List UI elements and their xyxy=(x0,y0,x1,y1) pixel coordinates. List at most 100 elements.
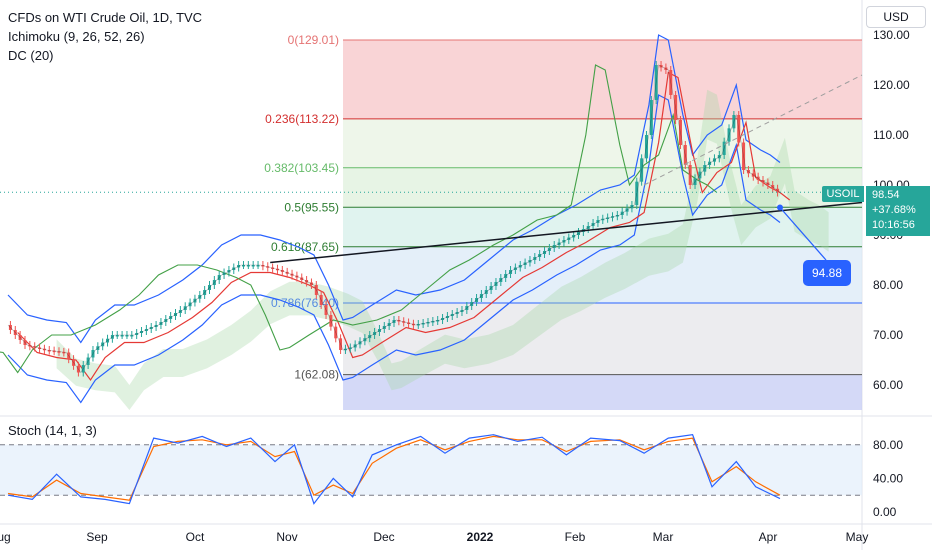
candle-body xyxy=(72,359,76,366)
candle-body xyxy=(509,270,513,274)
candle-body xyxy=(577,232,581,235)
candle-body xyxy=(329,315,333,327)
candle-body xyxy=(504,274,508,278)
ichimoku-lagging-span xyxy=(0,64,718,374)
candle-body xyxy=(538,254,542,257)
candle-body xyxy=(562,240,566,243)
fib-zone xyxy=(343,167,862,208)
stoch-k-line xyxy=(7,434,781,505)
candle-body xyxy=(57,351,61,353)
candle-body xyxy=(280,270,284,272)
fib-zone xyxy=(343,207,862,247)
candle-body xyxy=(552,245,556,248)
fib-level-label: 0.5(95.55) xyxy=(284,200,339,214)
last-price-box: 98.54 +37.68% 10:16:56 xyxy=(866,186,930,236)
legend-donchian[interactable]: DC (20) xyxy=(8,48,54,63)
time-tick-label: May xyxy=(846,530,869,544)
candle-body xyxy=(470,302,474,306)
candle-body xyxy=(207,285,211,290)
candle-body xyxy=(52,350,56,353)
dashed-channel-line xyxy=(643,74,863,186)
candle-body xyxy=(475,298,479,302)
candle-body xyxy=(712,158,716,162)
candle-body xyxy=(751,173,755,177)
candle-body xyxy=(523,262,527,265)
candle-body xyxy=(693,178,697,185)
candle-body xyxy=(407,322,411,324)
candle-body xyxy=(392,320,396,323)
candle-body xyxy=(756,176,760,180)
candle-body xyxy=(426,322,430,324)
candle-body xyxy=(237,265,241,268)
candle-body xyxy=(47,350,51,352)
time-tick-label: Dec xyxy=(373,530,394,544)
candle-body xyxy=(110,335,114,339)
candle-body xyxy=(319,295,323,305)
candle-body xyxy=(445,316,449,318)
candle-body xyxy=(654,65,658,100)
price-tick-label: 80.00 xyxy=(873,278,903,292)
candle-body xyxy=(217,275,221,280)
candle-body xyxy=(674,95,678,120)
candle-body xyxy=(309,282,313,285)
candle-body xyxy=(115,335,119,337)
candle-body xyxy=(188,302,192,307)
candle-body xyxy=(606,217,610,219)
candle-body xyxy=(411,323,415,326)
candle-body xyxy=(266,266,270,268)
time-tick-label: Apr xyxy=(759,530,778,544)
fib-zone xyxy=(343,303,862,375)
stoch-tick-label: 40.00 xyxy=(873,471,903,485)
candle-body xyxy=(567,237,571,240)
last-price: 98.54 xyxy=(872,189,900,201)
candle-body xyxy=(285,271,289,274)
fib-zone xyxy=(343,39,862,119)
candle-body xyxy=(431,321,435,323)
currency-button[interactable]: USD xyxy=(866,6,926,28)
candle-body xyxy=(261,265,265,267)
candle-body xyxy=(727,128,731,142)
legend-ichimoku[interactable]: Ichimoku (9, 26, 52, 26) xyxy=(8,29,145,44)
time-tick-label: Aug xyxy=(0,530,11,544)
stoch-legend[interactable]: Stoch (14, 1, 3) xyxy=(8,423,97,438)
candle-body xyxy=(193,298,197,303)
candle-body xyxy=(295,275,299,278)
candle-body xyxy=(135,333,139,335)
candle-body xyxy=(479,294,483,298)
stoch-tick-label: 80.00 xyxy=(873,438,903,452)
candle-body xyxy=(465,306,469,310)
candle-body xyxy=(455,312,459,314)
candle-body xyxy=(96,346,100,350)
candle-body xyxy=(664,67,668,70)
price-tick-label: 130.00 xyxy=(873,28,910,42)
target-price-label[interactable]: 94.88 xyxy=(803,260,851,286)
fib-zone xyxy=(343,246,862,303)
donchian-lower xyxy=(7,94,781,404)
candle-body xyxy=(698,171,702,179)
candle-body xyxy=(591,223,595,226)
candle-body xyxy=(62,351,66,354)
candle-body xyxy=(499,278,503,282)
candle-body xyxy=(717,155,721,159)
candle-body xyxy=(572,235,576,238)
candle-body xyxy=(140,331,144,333)
candle-body xyxy=(86,357,90,365)
candle-body xyxy=(251,265,255,267)
candle-body xyxy=(183,306,187,310)
time-tick-label: Mar xyxy=(653,530,674,544)
candle-body xyxy=(358,341,362,345)
candle-body xyxy=(149,327,153,329)
candle-body xyxy=(640,158,644,182)
candle-body xyxy=(776,188,780,193)
candle-body xyxy=(659,65,663,68)
candle-body xyxy=(732,115,736,129)
time-tick-label: Oct xyxy=(186,530,205,544)
candle-body xyxy=(547,248,551,251)
candle-body xyxy=(373,332,377,335)
candle-body xyxy=(528,260,532,263)
candle-body xyxy=(28,345,32,347)
candle-body xyxy=(159,322,163,325)
projection-point xyxy=(777,204,783,211)
candle-body xyxy=(436,320,440,322)
